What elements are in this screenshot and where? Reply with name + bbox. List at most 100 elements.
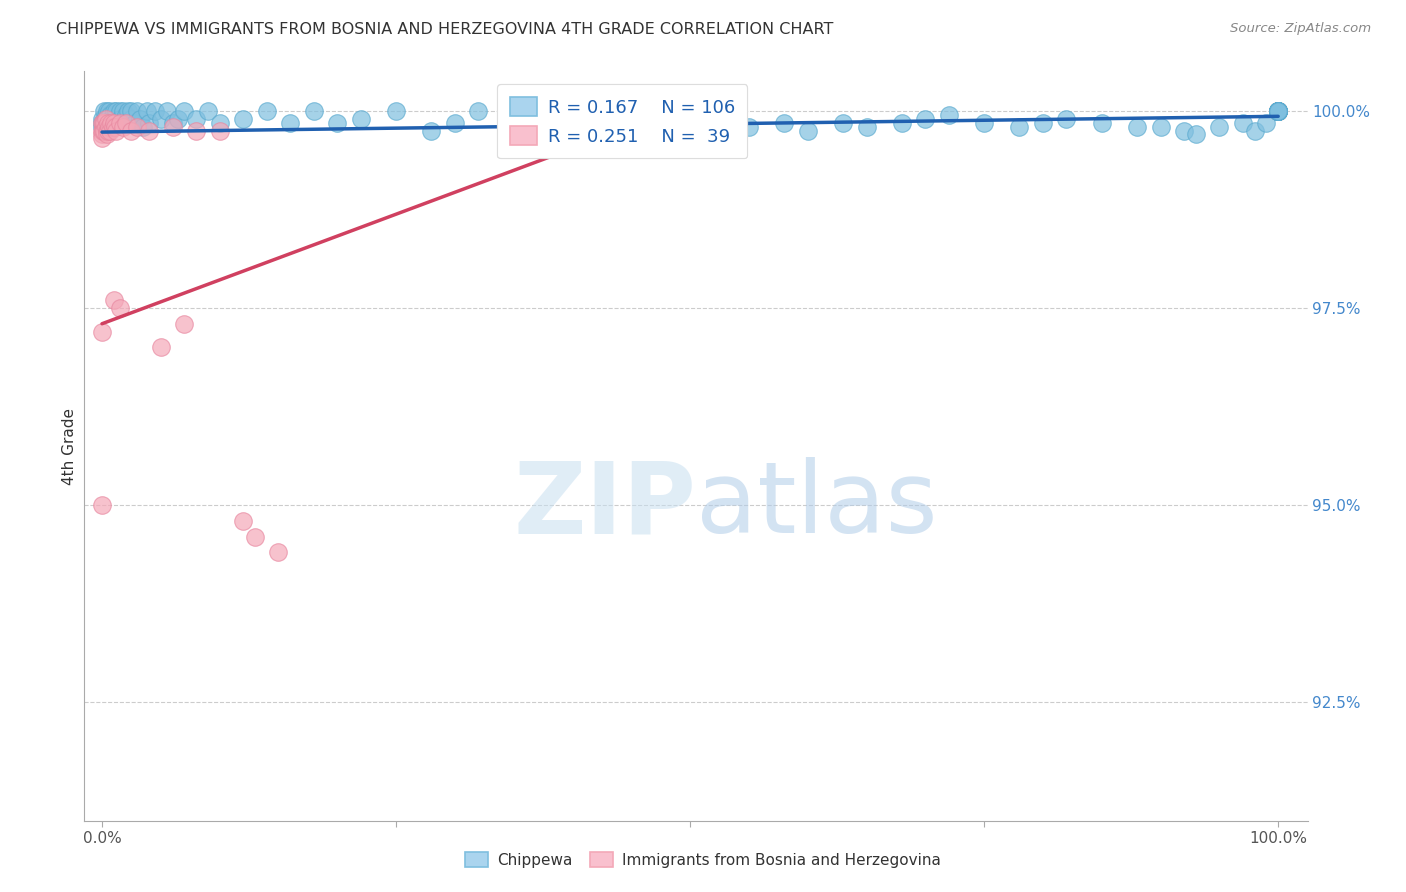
Point	[91, 123, 114, 137]
Point	[103, 103, 125, 118]
Point	[1032, 115, 1054, 129]
Text: CHIPPEWA VS IMMIGRANTS FROM BOSNIA AND HERZEGOVINA 4TH GRADE CORRELATION CHART: CHIPPEWA VS IMMIGRANTS FROM BOSNIA AND H…	[56, 22, 834, 37]
Point	[1267, 103, 1289, 118]
Point	[156, 103, 179, 118]
Point	[1267, 103, 1289, 118]
Point	[91, 131, 114, 145]
Point	[1267, 103, 1289, 118]
Point	[91, 115, 114, 129]
Point	[132, 120, 155, 134]
Point	[105, 103, 128, 118]
Point	[173, 317, 195, 331]
Point	[112, 103, 135, 118]
Point	[890, 115, 912, 129]
Point	[143, 103, 166, 118]
Point	[138, 123, 160, 137]
Point	[467, 103, 489, 118]
Point	[96, 123, 118, 137]
Point	[938, 108, 960, 122]
Legend: Chippewa, Immigrants from Bosnia and Herzegovina: Chippewa, Immigrants from Bosnia and Her…	[458, 846, 948, 873]
Point	[127, 103, 149, 118]
Point	[1267, 103, 1289, 118]
Point	[585, 115, 607, 129]
Text: ZIP: ZIP	[513, 458, 696, 555]
Point	[243, 530, 266, 544]
Point	[91, 112, 114, 126]
Point	[1267, 103, 1289, 118]
Point	[1267, 103, 1289, 118]
Point	[1232, 115, 1254, 129]
Point	[94, 108, 117, 122]
Point	[502, 123, 524, 137]
Point	[1056, 112, 1078, 126]
Point	[149, 112, 172, 126]
Point	[1267, 103, 1289, 118]
Point	[98, 123, 121, 137]
Point	[1185, 128, 1208, 142]
Point	[620, 123, 643, 137]
Point	[103, 112, 125, 126]
Point	[1267, 103, 1289, 118]
Point	[149, 340, 172, 354]
Point	[420, 123, 443, 137]
Point	[162, 115, 184, 129]
Point	[232, 112, 254, 126]
Point	[98, 120, 121, 134]
Point	[128, 112, 150, 126]
Point	[1267, 103, 1289, 118]
Point	[120, 123, 142, 137]
Point	[98, 108, 121, 122]
Point	[103, 293, 125, 307]
Point	[94, 120, 117, 134]
Point	[93, 123, 115, 137]
Point	[278, 115, 301, 129]
Point	[91, 120, 114, 134]
Point	[1267, 103, 1289, 118]
Point	[537, 115, 560, 129]
Point	[162, 120, 184, 134]
Point	[738, 120, 761, 134]
Point	[1267, 103, 1289, 118]
Point	[1267, 103, 1289, 118]
Point	[1267, 103, 1289, 118]
Point	[1267, 103, 1289, 118]
Point	[350, 112, 373, 126]
Point	[103, 115, 125, 129]
Point	[105, 115, 128, 129]
Point	[101, 120, 124, 134]
Point	[120, 112, 142, 126]
Point	[302, 103, 325, 118]
Point	[97, 115, 120, 129]
Point	[385, 103, 408, 118]
Point	[1267, 103, 1289, 118]
Point	[138, 115, 160, 129]
Point	[197, 103, 219, 118]
Point	[655, 115, 678, 129]
Point	[1267, 103, 1289, 118]
Point	[208, 123, 231, 137]
Point	[108, 115, 131, 129]
Point	[91, 115, 114, 129]
Point	[105, 123, 128, 137]
Point	[184, 112, 207, 126]
Point	[1267, 103, 1289, 118]
Point	[135, 103, 157, 118]
Point	[208, 115, 231, 129]
Point	[703, 123, 725, 137]
Point	[91, 128, 114, 142]
Point	[1267, 103, 1289, 118]
Point	[127, 120, 149, 134]
Point	[108, 301, 131, 315]
Point	[1256, 115, 1278, 129]
Legend: R = 0.167    N = 106, R = 0.251    N =  39: R = 0.167 N = 106, R = 0.251 N = 39	[498, 84, 748, 158]
Point	[679, 120, 702, 134]
Point	[1267, 103, 1289, 118]
Point	[1267, 103, 1289, 118]
Point	[97, 115, 120, 129]
Point	[773, 115, 796, 129]
Point	[267, 545, 290, 559]
Point	[100, 115, 122, 129]
Point	[561, 103, 583, 118]
Point	[100, 112, 122, 126]
Point	[184, 123, 207, 137]
